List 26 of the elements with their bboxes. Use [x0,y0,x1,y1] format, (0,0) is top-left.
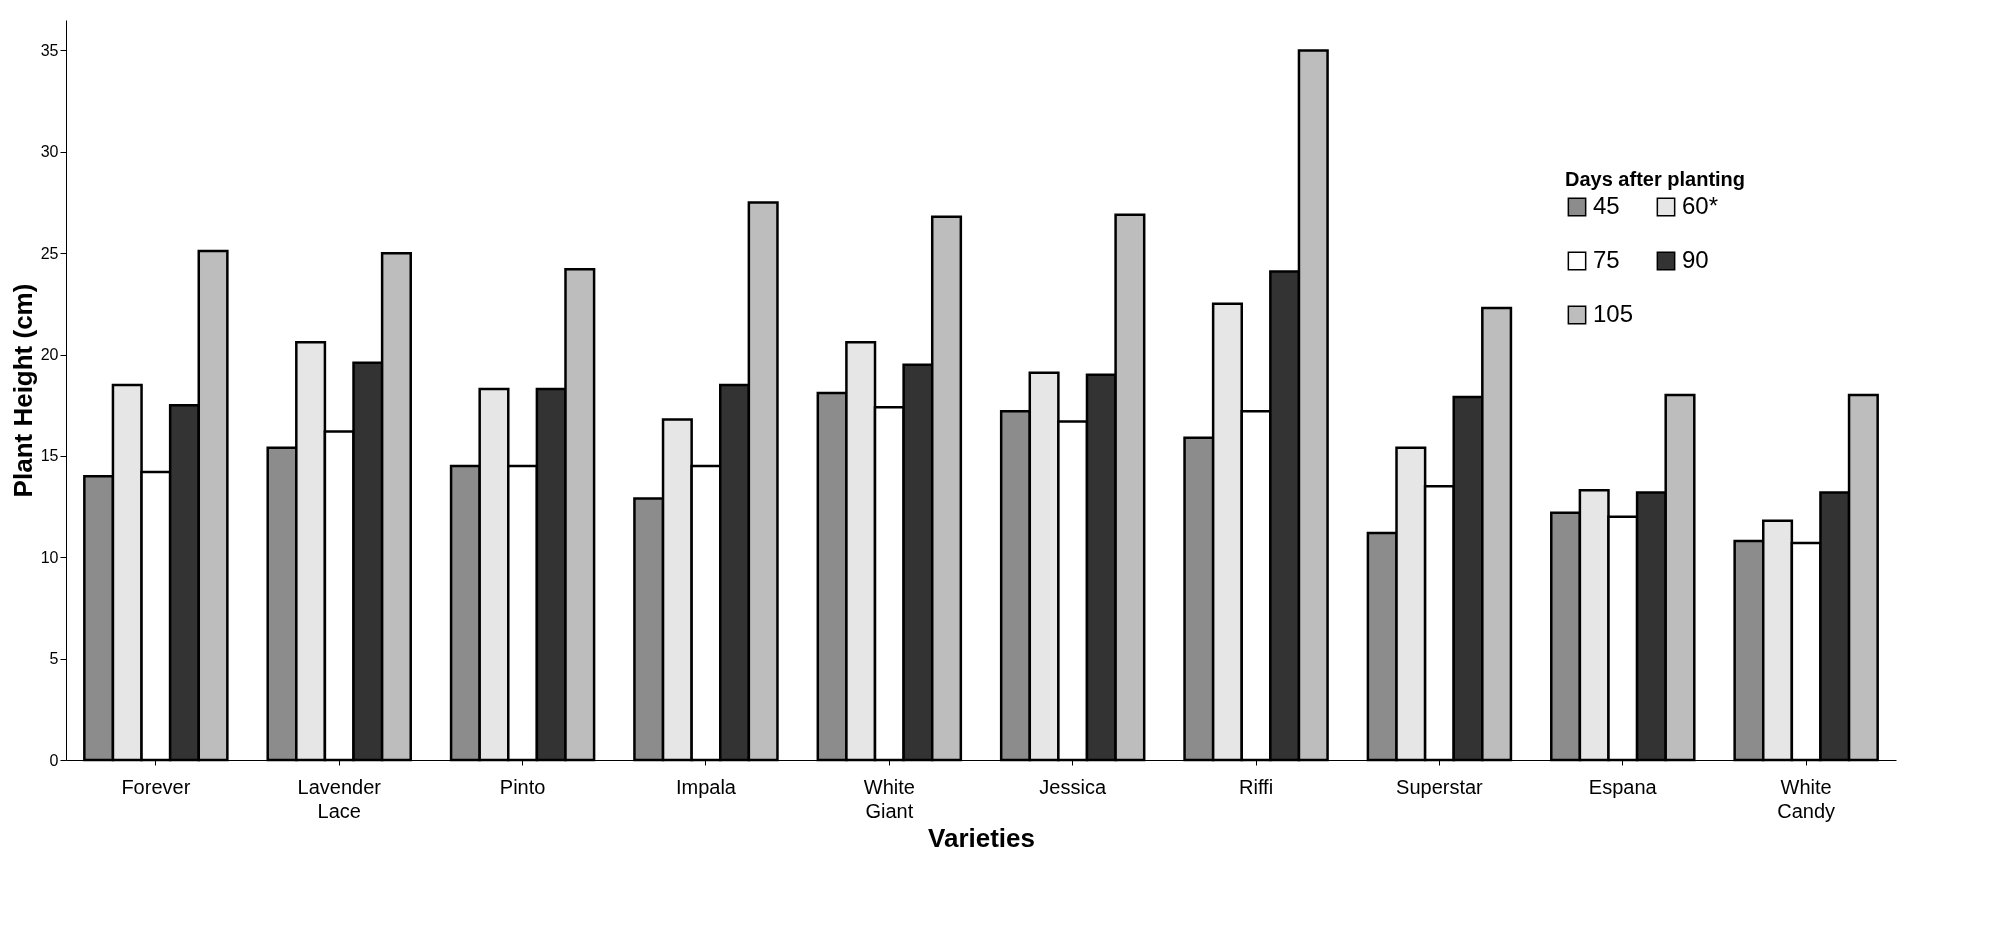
legend-label: 45 [1593,192,1620,219]
x-tick-label: Superstar [1396,775,1484,798]
y-tick-label: 35 [40,41,59,59]
y-tick-label: 0 [49,751,59,769]
x-tick-label: White Giant [863,775,915,822]
x-tick-label: Lavender Lace [297,775,382,822]
y-tick-label: 15 [40,447,59,465]
legend-label: 105 [1593,300,1634,327]
y-tick-label: 25 [40,244,59,262]
y-tick-label: 20 [40,346,59,364]
legend-title: Days after planting [1565,168,1746,190]
x-tick-label: Forever [121,775,191,798]
y-tick-label: 30 [40,143,59,161]
x-tick-label: Impala [675,775,737,798]
y-axis-title: Plant Height (cm) [7,283,38,498]
legend-label: 90 [1682,246,1709,273]
x-tick-label: White Candy [1777,775,1836,822]
x-tick-label: Pinto [499,775,546,798]
y-tick-label: 5 [49,650,59,668]
x-axis-title: Varieties [928,822,1035,853]
x-tick-label: Espana [1588,775,1658,798]
x-tick-label: Jessica [1039,775,1107,798]
legend-label: 60* [1682,192,1719,219]
legend-label: 75 [1593,246,1620,273]
x-tick-label: Riffi [1239,775,1274,798]
y-tick-label: 10 [40,548,59,566]
